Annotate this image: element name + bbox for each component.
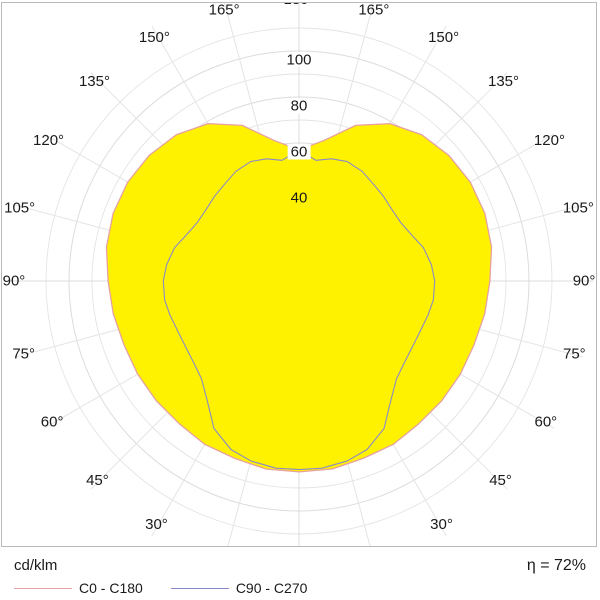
- radial-tick-label: 80: [287, 98, 311, 114]
- angle-tick-label: 90°: [572, 272, 596, 290]
- angle-tick-label: 15°: [214, 545, 237, 546]
- legend-label: C0 - C180: [79, 580, 143, 596]
- angle-tick-label: 75°: [562, 345, 586, 363]
- series-c90-c270: [162, 149, 436, 471]
- angle-tick-label: 45°: [86, 471, 109, 489]
- radial-tick-label: 100: [283, 52, 315, 68]
- angle-tick-label: 105°: [4, 199, 36, 217]
- angle-tick-label: 60°: [40, 413, 64, 431]
- angle-tick-label: 15°: [361, 545, 384, 546]
- angle-tick-label: 135°: [78, 73, 110, 91]
- angle-tick-label: 120°: [33, 131, 65, 149]
- angle-tick-label: 135°: [487, 73, 520, 91]
- legend-item-c90-c270[interactable]: C90 - C270: [170, 580, 308, 596]
- efficiency-label: η = 72%: [526, 557, 586, 574]
- angle-tick-label: 75°: [12, 345, 36, 363]
- angle-tick-label: 45°: [489, 471, 512, 489]
- legend-label: C90 - C270: [235, 580, 308, 596]
- angle-tick-label: 150°: [428, 28, 460, 46]
- legend-color-line: [170, 587, 229, 589]
- angle-tick-label: 165°: [358, 2, 390, 18]
- unit-label: cd/klm: [14, 557, 58, 574]
- radial-tick-label: 40: [290, 189, 308, 207]
- angle-tick-label: 90°: [2, 272, 26, 290]
- radial-tick-label: 60: [287, 144, 311, 160]
- angle-tick-label: 105°: [562, 199, 594, 217]
- angle-tick-label: 150°: [138, 28, 170, 46]
- polar-chart-area: 180° 165° 150° 135° 120° 105° 90° 75° 60° 45° 30° 1…: [1, 2, 597, 547]
- angle-tick-label: 60°: [534, 413, 558, 431]
- polar-plot-svg: [4, 3, 594, 546]
- chart-footer: cd/klm η = 72% C0 - C180 C90 - C270: [0, 548, 600, 600]
- legend-color-line: [14, 587, 72, 589]
- angle-tick-label: 120°: [533, 131, 565, 149]
- angle-tick-label: 30°: [145, 516, 168, 534]
- chart-legend: C0 - C180 C90 - C270: [14, 580, 307, 596]
- angle-tick-label: 30°: [430, 516, 453, 534]
- angle-tick-label: 180°: [283, 3, 314, 7]
- angle-tick-label: 165°: [208, 2, 240, 18]
- legend-item-c0-c180[interactable]: C0 - C180: [14, 580, 143, 596]
